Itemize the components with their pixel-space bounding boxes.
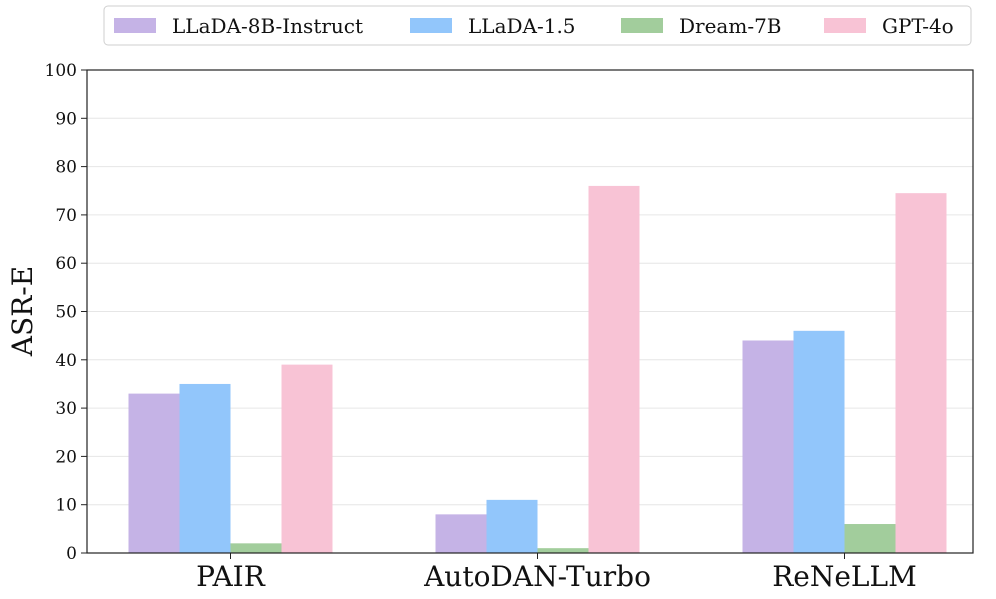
bar-llada-8b-instruct-autodan-turbo bbox=[435, 514, 487, 553]
legend-label: GPT-4o bbox=[882, 14, 954, 38]
bar-dream-7b-renellm bbox=[844, 524, 896, 553]
bar-llada-1-5-pair bbox=[179, 383, 231, 553]
legend-swatch bbox=[621, 18, 663, 33]
legend: LLaDA-8B-Instruct LLaDA-1.5 Dream-7B GPT-4o bbox=[103, 5, 972, 46]
y-axis: 0 10 20 30 40 50 60 70 80 90 100 bbox=[45, 61, 87, 564]
y-tick-label: 90 bbox=[55, 109, 77, 129]
bar-dream-7b-pair bbox=[230, 543, 282, 553]
y-tick-label: 30 bbox=[55, 399, 77, 419]
x-tick-label: PAIR bbox=[196, 560, 266, 593]
bars bbox=[128, 185, 947, 554]
legend-label: Dream-7B bbox=[679, 14, 782, 38]
bar-llada-1-5-autodan-turbo bbox=[486, 499, 538, 553]
legend-box bbox=[103, 5, 972, 46]
y-axis-title: ASR-E bbox=[6, 266, 39, 357]
bar-gpt-4o-renellm bbox=[895, 193, 947, 554]
y-tick-label: 70 bbox=[55, 206, 77, 226]
legend-label: LLaDA-1.5 bbox=[468, 14, 576, 38]
x-tick-label: AutoDAN-Turbo bbox=[423, 560, 651, 593]
legend-swatch bbox=[824, 18, 866, 33]
bar-llada-1-5-renellm bbox=[793, 330, 845, 553]
x-axis: PAIR AutoDAN-Turbo ReNeLLM bbox=[196, 553, 917, 593]
bar-gpt-4o-autodan-turbo bbox=[588, 185, 640, 554]
y-tick-label: 40 bbox=[55, 351, 77, 371]
bar-gpt-4o-pair bbox=[281, 364, 333, 553]
bar-llada-8b-instruct-renellm bbox=[742, 340, 794, 553]
y-tick-label: 10 bbox=[55, 496, 77, 516]
x-tick-label: ReNeLLM bbox=[772, 560, 917, 593]
y-tick-label: 50 bbox=[55, 303, 77, 323]
y-tick-label: 20 bbox=[55, 447, 77, 467]
bar-llada-8b-instruct-pair bbox=[128, 393, 180, 553]
y-tick-label: 60 bbox=[55, 254, 77, 274]
y-tick-label: 0 bbox=[66, 544, 77, 564]
legend-swatch bbox=[410, 18, 452, 33]
y-tick-label: 80 bbox=[55, 158, 77, 178]
legend-label: LLaDA-8B-Instruct bbox=[172, 14, 363, 38]
bar-dream-7b-autodan-turbo bbox=[537, 548, 589, 553]
y-tick-label: 100 bbox=[45, 61, 77, 81]
legend-swatch bbox=[114, 18, 156, 33]
